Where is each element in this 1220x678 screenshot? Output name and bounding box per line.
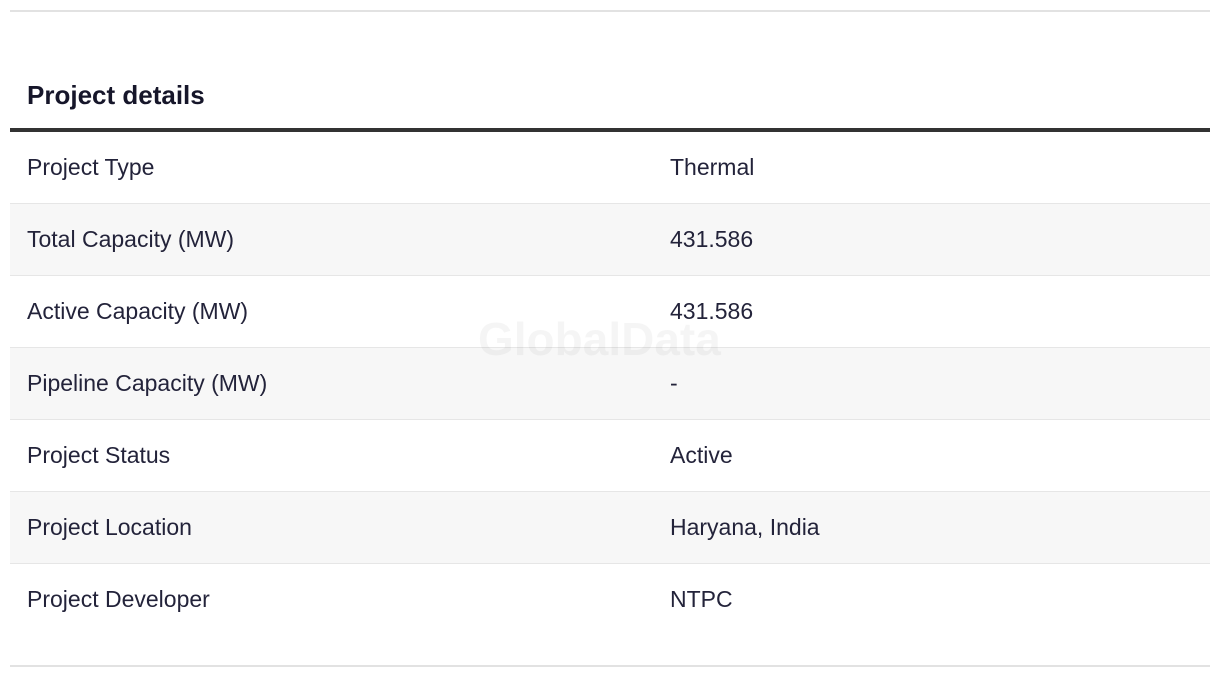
row-value: 431.586	[670, 298, 754, 324]
top-divider	[10, 10, 1210, 12]
row-value: NTPC	[670, 586, 733, 612]
table-row: Pipeline Capacity (MW) -	[10, 348, 1210, 420]
row-label: Active Capacity (MW)	[27, 298, 249, 324]
table-row: Project Type Thermal	[10, 132, 1210, 204]
row-label: Total Capacity (MW)	[27, 226, 235, 252]
row-label: Project Type	[27, 154, 155, 180]
row-value: Haryana, India	[670, 514, 820, 540]
table-row: Project Developer NTPC	[10, 564, 1210, 635]
row-label: Project Developer	[27, 586, 210, 612]
row-label: Project Status	[27, 442, 171, 468]
row-value: 431.586	[670, 226, 754, 252]
bottom-divider	[10, 665, 1210, 667]
row-value: Active	[670, 442, 733, 468]
table-row: Total Capacity (MW) 431.586	[10, 204, 1210, 276]
table-row: Project Location Haryana, India	[10, 492, 1210, 564]
section-title: Project details	[27, 80, 205, 110]
table-row: Active Capacity (MW) 431.586	[10, 276, 1210, 348]
table-row: Project Status Active	[10, 420, 1210, 492]
row-label: Pipeline Capacity (MW)	[27, 370, 268, 396]
heading-divider	[10, 128, 1210, 132]
row-value: -	[670, 370, 678, 396]
row-label: Project Location	[27, 514, 192, 540]
project-details-table: Project Type Thermal Total Capacity (MW) 4…	[10, 132, 1210, 635]
row-value: Thermal	[670, 154, 755, 180]
